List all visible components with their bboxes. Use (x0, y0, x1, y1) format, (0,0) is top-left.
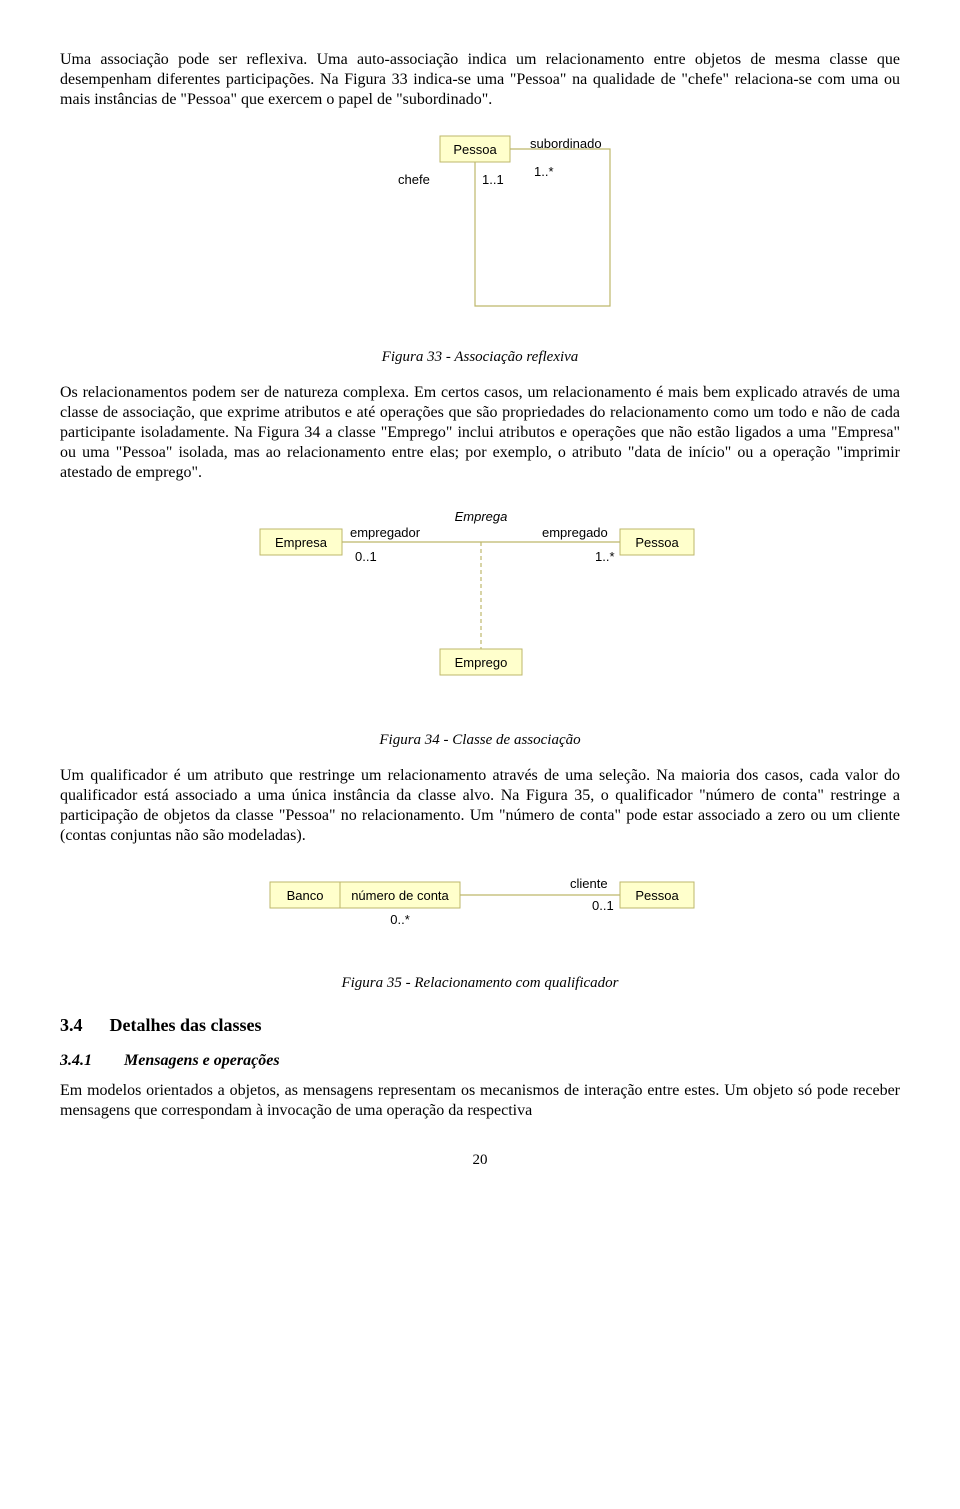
mult-left-35: 0..* (390, 912, 410, 927)
mult-left: 1..1 (482, 172, 504, 187)
role-cliente: cliente (570, 876, 608, 891)
class-label-pessoa: Pessoa (453, 142, 497, 157)
mult-top: 1..* (534, 164, 554, 179)
role-chefe: chefe (398, 172, 430, 187)
section-3-4-heading: 3.4 Detalhes das classes (60, 1014, 900, 1037)
diagram-figura-35: Banco número de conta Pessoa cliente 0..… (200, 862, 760, 962)
class-label-pessoa2: Pessoa (635, 535, 679, 550)
paragraph-2: Os relacionamentos podem ser de natureza… (60, 383, 900, 483)
paragraph-1: Uma associação pode ser reflexiva. Uma a… (60, 50, 900, 110)
mult-left-34: 0..1 (355, 549, 377, 564)
class-label-empresa: Empresa (275, 535, 328, 550)
assoc-class-label-emprego: Emprego (455, 655, 508, 670)
diagram-figura-33: Pessoa subordinado 1..* chefe 1..1 (270, 126, 690, 336)
subsection-number: 3.4.1 (60, 1052, 92, 1069)
mult-right-35: 0..1 (592, 898, 614, 913)
caption-figura-34: Figura 34 - Classe de associação (60, 731, 900, 750)
paragraph-3: Um qualificador é um atributo que restri… (60, 766, 900, 846)
caption-figura-33: Figura 33 - Associação reflexiva (60, 348, 900, 367)
subsection-title: Mensagens e operações (124, 1052, 280, 1069)
role-empregador: empregador (350, 525, 421, 540)
assoc-name-emprega: Emprega (455, 509, 508, 524)
diagram-figura-34: Empresa Pessoa Emprega empregador empreg… (200, 499, 760, 719)
paragraph-4: Em modelos orientados a objetos, as mens… (60, 1081, 900, 1121)
caption-figura-35: Figura 35 - Relacionamento com qualifica… (60, 974, 900, 993)
qualifier-label: número de conta (351, 888, 449, 903)
section-number: 3.4 (60, 1015, 83, 1035)
subsection-3-4-1-heading: 3.4.1 Mensagens e operações (60, 1051, 900, 1071)
class-label-pessoa3: Pessoa (635, 888, 679, 903)
page-number: 20 (60, 1151, 900, 1170)
section-title: Detalhes das classes (110, 1015, 262, 1035)
class-label-banco: Banco (287, 888, 324, 903)
role-empregado: empregado (542, 525, 608, 540)
mult-right-34: 1..* (595, 549, 615, 564)
